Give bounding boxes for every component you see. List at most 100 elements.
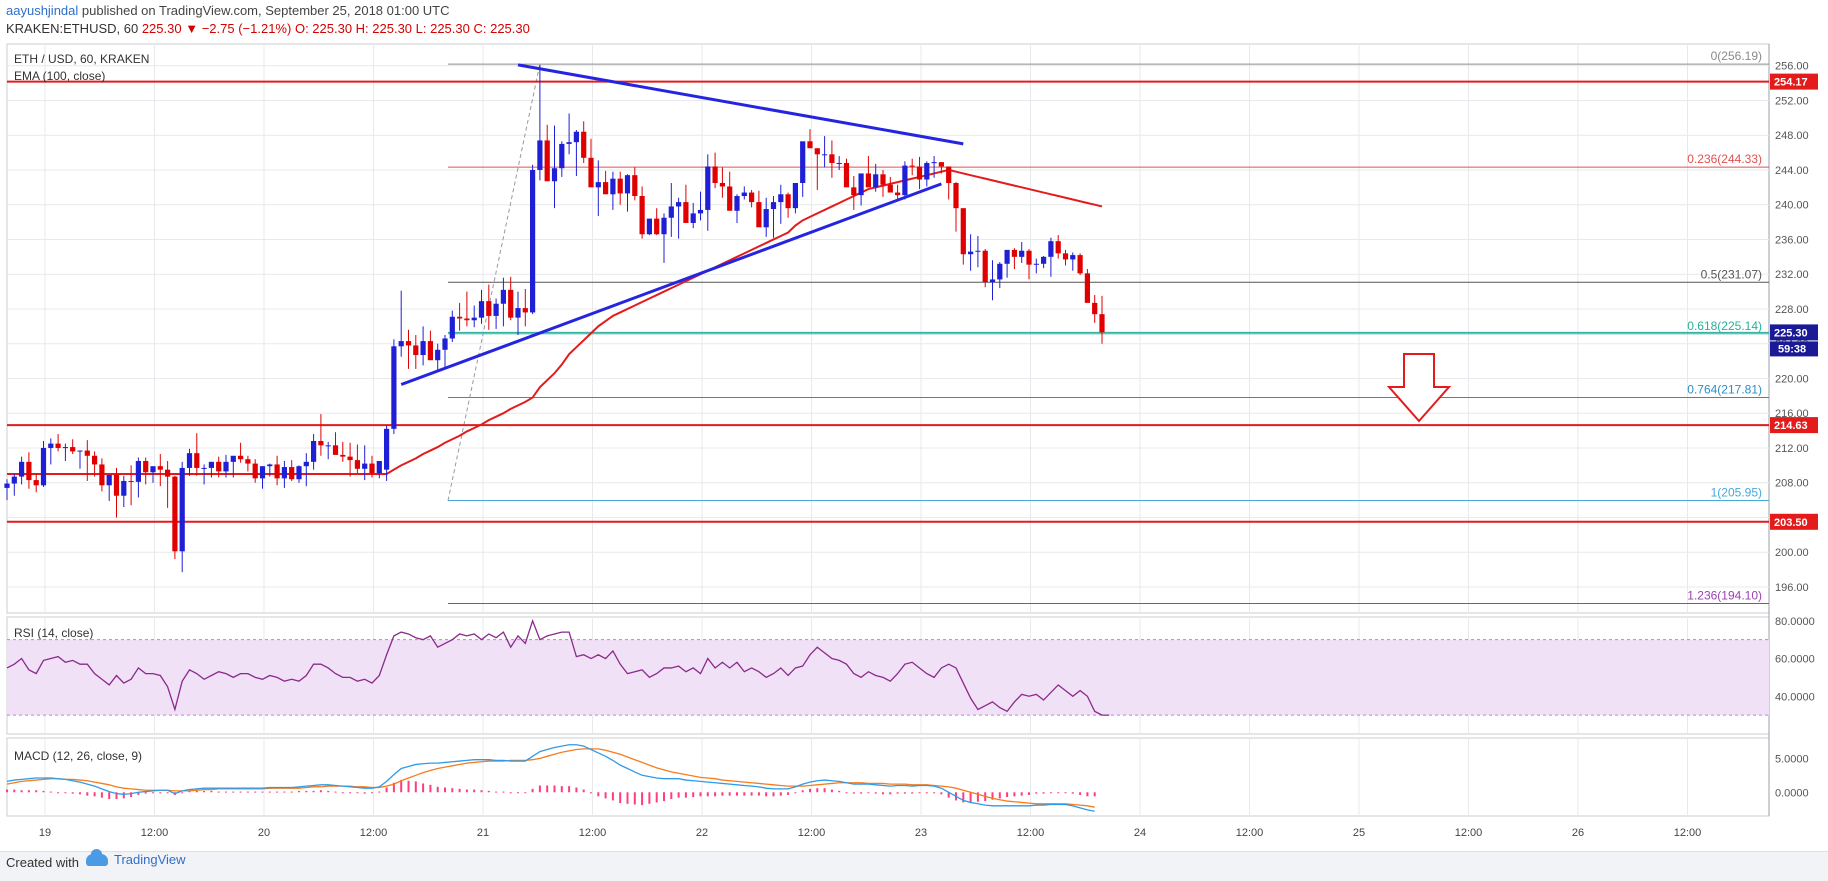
author-link[interactable]: aayushjindal bbox=[6, 3, 79, 18]
candle-body bbox=[792, 182, 798, 209]
candle-body bbox=[19, 461, 25, 477]
macd-histogram-bar bbox=[590, 792, 592, 794]
candle-body bbox=[113, 474, 120, 496]
macd-histogram-bar bbox=[232, 791, 235, 793]
candle-body bbox=[157, 466, 163, 470]
macd-histogram-bar bbox=[312, 790, 315, 793]
candle-body bbox=[274, 464, 280, 479]
candle-body bbox=[194, 453, 200, 468]
macd-histogram-bar bbox=[787, 792, 790, 795]
macd-histogram-bar bbox=[79, 792, 81, 795]
time-tick-label: 24 bbox=[1134, 827, 1146, 839]
candle-body bbox=[829, 154, 835, 164]
candle-body bbox=[1011, 249, 1017, 257]
candle-body bbox=[676, 202, 682, 207]
candle-body bbox=[471, 317, 477, 321]
macd-histogram-bar bbox=[217, 791, 220, 793]
candle-body bbox=[99, 464, 105, 486]
candle-body bbox=[55, 443, 61, 448]
candle-body bbox=[391, 346, 397, 429]
macd-histogram-bar bbox=[911, 792, 914, 794]
candle-body bbox=[70, 447, 76, 452]
time-tick-label: 12:00 bbox=[360, 827, 388, 839]
candle-body bbox=[902, 165, 908, 196]
macd-histogram-bar bbox=[1049, 792, 1052, 794]
macd-histogram-bar bbox=[1071, 792, 1074, 794]
price-tick-label: 232.00 bbox=[1775, 269, 1809, 281]
time-tick-label: 25 bbox=[1353, 827, 1365, 839]
chart-canvas[interactable]: 19 12:00 20 12:00 21 12:00 22 12:00 23 12:00 24 12:… bbox=[0, 0, 1828, 851]
candle-body bbox=[727, 186, 733, 211]
candle-body bbox=[165, 469, 171, 477]
candle-body bbox=[435, 349, 441, 361]
macd-histogram-bar bbox=[611, 792, 614, 801]
macd-histogram-bar bbox=[458, 788, 461, 793]
rsi-tick-label: 80.0000 bbox=[1775, 616, 1815, 628]
rsi-tick-label: 40.0000 bbox=[1775, 691, 1815, 703]
candle-body bbox=[770, 202, 777, 210]
macd-histogram-bar bbox=[1006, 792, 1009, 798]
time-tick-label: 26 bbox=[1572, 827, 1584, 839]
macd-histogram-bar bbox=[1057, 792, 1060, 794]
candle-body bbox=[646, 218, 652, 235]
macd-histogram-bar bbox=[327, 790, 330, 793]
candle-body bbox=[48, 443, 54, 448]
candle-body bbox=[522, 308, 528, 313]
time-tick-label: 12:00 bbox=[1017, 827, 1045, 839]
macd-line bbox=[6, 744, 1095, 812]
candle-body bbox=[785, 194, 791, 209]
macd-histogram-bar bbox=[246, 791, 249, 793]
ohlc-text: O: 225.30 H: 225.30 L: 225.30 C: 225.30 bbox=[294, 21, 530, 36]
macd-histogram-bar bbox=[144, 792, 147, 794]
change-text: ▼ −2.75 (−1.21%) bbox=[185, 21, 292, 36]
macd-histogram-bar bbox=[1020, 792, 1023, 796]
candle-body bbox=[690, 213, 696, 223]
macd-histogram-bar bbox=[882, 792, 884, 795]
macd-histogram-bar bbox=[414, 781, 417, 793]
macd-histogram-bar bbox=[626, 792, 629, 804]
macd-histogram-bar bbox=[845, 792, 848, 794]
macd-histogram-bar bbox=[809, 788, 811, 793]
macd-histogram-bar bbox=[1079, 792, 1082, 795]
macd-histogram-bar bbox=[852, 792, 855, 794]
macd-histogram-bar bbox=[933, 792, 936, 794]
macd-histogram-bar bbox=[210, 790, 213, 793]
macd-histogram-bar bbox=[341, 792, 344, 794]
candle-body bbox=[172, 476, 178, 552]
candle-body bbox=[384, 428, 390, 470]
candle-body bbox=[62, 447, 68, 449]
macd-histogram-bar bbox=[108, 792, 111, 800]
candle-body bbox=[1055, 241, 1061, 254]
macd-histogram-bar bbox=[772, 792, 775, 797]
macd-histogram-bar bbox=[225, 791, 227, 793]
tradingview-logo[interactable]: TradingView bbox=[86, 848, 186, 867]
candle-body bbox=[216, 461, 222, 472]
rsi-line bbox=[6, 618, 1110, 716]
candle-body bbox=[989, 279, 996, 283]
candle-body bbox=[376, 460, 382, 474]
level-price-tag bbox=[1770, 513, 1818, 530]
macd-label: MACD (12, 26, close, 9) bbox=[14, 749, 143, 763]
candle-body bbox=[968, 251, 974, 255]
candle-body bbox=[1062, 253, 1069, 260]
macd-histogram-bar bbox=[378, 791, 381, 793]
macd-histogram-bar bbox=[597, 792, 600, 797]
candle-body bbox=[303, 461, 309, 467]
fib-level-label: 0.764(217.81) bbox=[1687, 382, 1762, 396]
candle-body bbox=[318, 440, 324, 446]
candle-body bbox=[106, 474, 112, 486]
candle-body bbox=[822, 154, 828, 156]
candle-body bbox=[916, 166, 923, 180]
macd-histogram-bar bbox=[604, 792, 607, 799]
trendline bbox=[400, 182, 942, 386]
candle-body bbox=[997, 263, 1003, 280]
candle-body bbox=[457, 316, 463, 319]
macd-histogram-bar bbox=[385, 787, 388, 793]
macd-histogram-bar bbox=[546, 785, 549, 793]
candle-body bbox=[763, 209, 769, 228]
macd-histogram-bar bbox=[524, 792, 527, 794]
macd-histogram-bar bbox=[538, 785, 541, 793]
time-tick-label: 12:00 bbox=[141, 827, 169, 839]
candle-body bbox=[405, 341, 412, 346]
candle-body bbox=[420, 341, 426, 355]
